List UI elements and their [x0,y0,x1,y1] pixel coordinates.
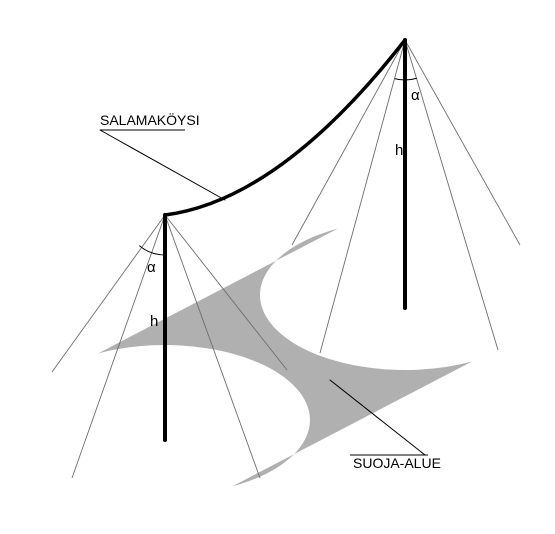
label-zone: SUOJA-ALUE [353,455,441,471]
label-cable: SALAMAKÖYSI [100,111,200,128]
alpha-front-symbol: α [147,259,156,276]
guy-line [405,40,520,245]
h-back-symbol: h [395,142,403,159]
h-front-symbol: h [150,313,158,330]
leader-cable [100,130,225,200]
guy-line [320,40,405,353]
alpha-back-symbol: α [411,87,420,104]
catenary-cable [165,40,405,215]
guy-line [72,215,165,478]
